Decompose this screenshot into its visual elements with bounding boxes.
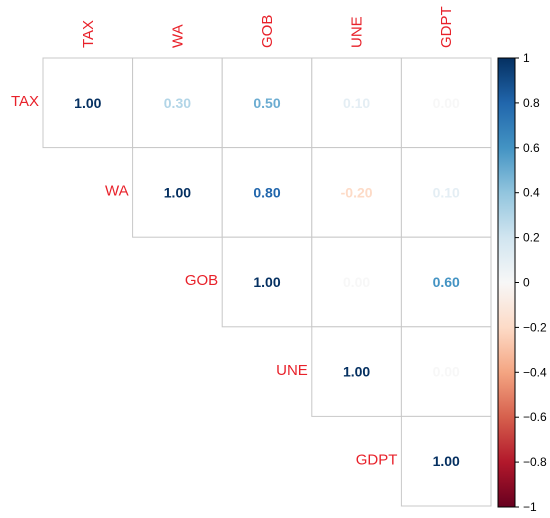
cell-value-gob-une: 0.00 (343, 274, 370, 290)
cell-value-tax-wa: 0.30 (164, 95, 191, 111)
cell-wa-une (311, 147, 402, 238)
cell-value-tax-tax: 1.00 (74, 95, 101, 111)
cell-value-wa-une: -0.20 (341, 184, 373, 200)
cell-value-une-gdpt: 0.00 (433, 364, 460, 380)
column-label-wa: WA (169, 24, 186, 48)
cell-value-gob-gob: 1.00 (253, 274, 280, 290)
column-label-tax: TAX (80, 20, 97, 48)
colorbar-tick-label: 0.8 (523, 96, 540, 110)
column-label-gdpt: GDPT (438, 6, 455, 48)
cell-tax-une (311, 57, 402, 149)
cell-value-wa-wa: 1.00 (164, 184, 191, 200)
cell-tax-wa (132, 57, 223, 149)
cell-une-gdpt (400, 326, 492, 417)
cell-une-une (311, 326, 402, 417)
colorbar-tick-label: −0.8 (523, 455, 547, 469)
column-label-une: UNE (349, 16, 366, 48)
colorbar-tick-label: −1 (523, 500, 537, 514)
colorbar (498, 58, 515, 507)
row-label-gob: GOB (185, 272, 218, 289)
cell-tax-gdpt (400, 57, 492, 149)
cell-wa-wa (132, 147, 223, 238)
row-label-wa: WA (105, 183, 129, 200)
cell-tax-tax (42, 57, 134, 149)
colorbar-tick-label: 0 (523, 276, 530, 290)
row-labels: TAX WA GOB UNE GDPT (11, 93, 397, 468)
colorbar-tick-label: 1 (523, 51, 530, 65)
cell-gdpt-gdpt (400, 415, 492, 507)
colorbar-tick-label: −0.6 (523, 410, 547, 424)
row-label-une: UNE (276, 362, 308, 379)
column-label-gob: GOB (259, 15, 276, 48)
colorbar-tick-label: 0.6 (523, 141, 540, 155)
cell-value-gob-gdpt: 0.60 (433, 274, 460, 290)
cell-value-tax-gdpt: 0.00 (433, 95, 460, 111)
cell-value-tax-gob: 0.50 (253, 95, 280, 111)
row-label-tax: TAX (11, 93, 39, 110)
column-labels: TAX WA GOB UNE GDPT (80, 6, 455, 48)
matrix-grid: 1.00 0.30 0.50 0.10 0.00 1.00 0.80 -0.20 0.10 1.0… (42, 57, 492, 507)
colorbar-tick-label: 0.2 (523, 231, 540, 245)
cell-value-une-une: 1.00 (343, 364, 370, 380)
cell-gob-gob (221, 236, 313, 328)
colorbar-legend: 1 0.8 0.6 0.4 0.2 0 −0.2 −0.4 −0.6 −0.8 −1 (497, 51, 547, 514)
cell-value-tax-une: 0.10 (343, 95, 370, 111)
cell-value-wa-gdpt: 0.10 (433, 184, 460, 200)
cell-value-wa-gob: 0.80 (253, 184, 280, 200)
colorbar-tick-label: −0.2 (523, 320, 547, 334)
colorbar-tick-label: 0.4 (523, 186, 540, 200)
cell-value-gdpt-gdpt: 1.00 (433, 453, 460, 469)
row-label-gdpt: GDPT (356, 451, 398, 468)
colorbar-tick-label: −0.4 (523, 365, 547, 379)
cell-gob-gdpt (400, 236, 492, 328)
cell-tax-gob (221, 57, 313, 149)
